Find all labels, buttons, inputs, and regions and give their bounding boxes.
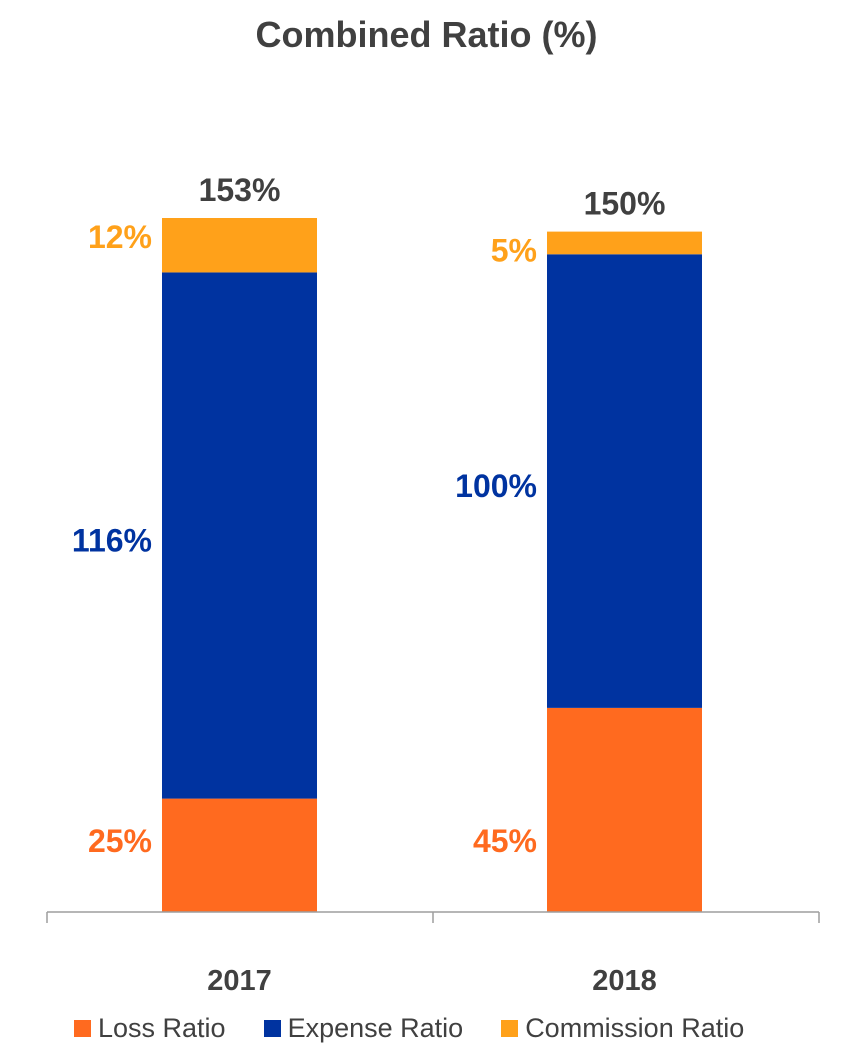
legend-label-commission-ratio: Commission Ratio <box>525 1013 745 1043</box>
bar-segment-commission-ratio-2018 <box>547 231 702 255</box>
data-label-commission-ratio-2017: 12% <box>88 219 152 255</box>
legend-label-expense-ratio: Expense Ratio <box>287 1013 464 1043</box>
data-label-loss-ratio-2017: 25% <box>88 823 152 859</box>
bar-segment-loss-ratio-2018 <box>547 707 702 912</box>
data-label-loss-ratio-2018: 45% <box>473 823 537 859</box>
data-label-commission-ratio-2018: 5% <box>491 233 537 269</box>
bar-segment-expense-ratio-2017 <box>162 272 317 799</box>
legend-item-loss-ratio: Loss Ratio <box>74 1013 226 1044</box>
x-axis: 2017 2018 <box>46 911 820 997</box>
bars-layer <box>162 218 702 912</box>
bar-segment-commission-ratio-2017 <box>162 218 317 273</box>
legend-swatch-commission-ratio <box>501 1020 519 1037</box>
bar-segment-loss-ratio-2017 <box>162 798 317 912</box>
data-label-expense-ratio-2017: 116% <box>72 523 152 559</box>
legend-label-loss-ratio: Loss Ratio <box>98 1013 226 1043</box>
legend-swatch-expense-ratio <box>263 1020 281 1037</box>
legend-swatch-loss-ratio <box>74 1020 91 1037</box>
data-label-expense-ratio-2018: 100% <box>455 468 537 504</box>
bar-segment-expense-ratio-2018 <box>547 254 702 708</box>
x-tick-label-2018: 2018 <box>592 965 657 997</box>
total-label-2018: 150% <box>584 186 666 222</box>
legend-item-commission-ratio: Commission Ratio <box>501 1013 744 1044</box>
total-label-2017: 153% <box>199 172 281 208</box>
x-tick-label-2017: 2017 <box>207 965 272 997</box>
labels-layer: 25% 116% 12% 153% 45% 100% 5% 150% <box>72 172 666 859</box>
legend: Loss Ratio Expense Ratio Commission Ratio <box>74 1013 744 1044</box>
legend-item-expense-ratio: Expense Ratio <box>263 1013 464 1044</box>
chart-title: Combined Ratio (%) <box>255 14 598 55</box>
